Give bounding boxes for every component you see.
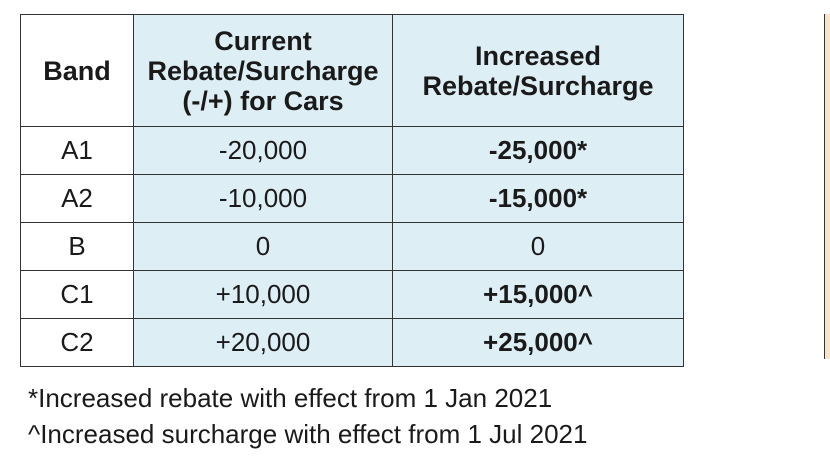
rebate-surcharge-table-container: Band Current Rebate/Surcharge (-/+) for … xyxy=(20,14,684,367)
increased-value-cell: +15,000^ xyxy=(392,270,684,319)
surcharge-footnote: ^Increased surcharge with effect from 1 … xyxy=(28,419,588,449)
band-column-header: Band xyxy=(20,14,134,127)
increased-value-cell: +25,000^ xyxy=(392,318,684,367)
current-header-line-1: Current xyxy=(214,25,312,56)
table-row: A2 -10,000 -15,000* xyxy=(20,174,684,223)
table-row: C2 +20,000 +25,000^ xyxy=(20,318,684,367)
band-cell: A1 xyxy=(20,126,134,175)
table-header-row: Band Current Rebate/Surcharge (-/+) for … xyxy=(20,14,684,127)
band-cell: C2 xyxy=(20,318,134,367)
table-row: C1 +10,000 +15,000^ xyxy=(20,270,684,319)
band-cell: B xyxy=(20,222,134,271)
adjacent-column-edge xyxy=(824,14,830,359)
rebate-surcharge-table: Band Current Rebate/Surcharge (-/+) for … xyxy=(20,14,684,367)
increased-value-cell: -15,000* xyxy=(392,174,684,223)
current-header-line-2: Rebate/Surcharge xyxy=(147,55,379,86)
increased-value-cell: 0 xyxy=(392,222,684,271)
band-cell: C1 xyxy=(20,270,134,319)
table-row: B 0 0 xyxy=(20,222,684,271)
increased-header-line-1: Increased xyxy=(474,40,602,71)
current-value-cell: +10,000 xyxy=(133,270,393,319)
table-row: A1 -20,000 -25,000* xyxy=(20,126,684,175)
increased-value-cell: -25,000* xyxy=(392,126,684,175)
current-header-line-3: (-/+) for Cars xyxy=(182,85,344,116)
current-value-cell: -20,000 xyxy=(133,126,393,175)
band-header-label: Band xyxy=(43,55,111,86)
rebate-footnote: *Increased rebate with effect from 1 Jan… xyxy=(28,383,553,413)
footnotes: *Increased rebate with effect from 1 Jan… xyxy=(28,380,587,452)
increased-header-line-2: Rebate/Surcharge xyxy=(422,70,654,101)
current-value-cell: 0 xyxy=(133,222,393,271)
band-cell: A2 xyxy=(20,174,134,223)
current-value-cell: -10,000 xyxy=(133,174,393,223)
increased-column-header: Increased Rebate/Surcharge xyxy=(392,14,684,127)
current-value-cell: +20,000 xyxy=(133,318,393,367)
current-column-header: Current Rebate/Surcharge (-/+) for Cars xyxy=(133,14,393,127)
